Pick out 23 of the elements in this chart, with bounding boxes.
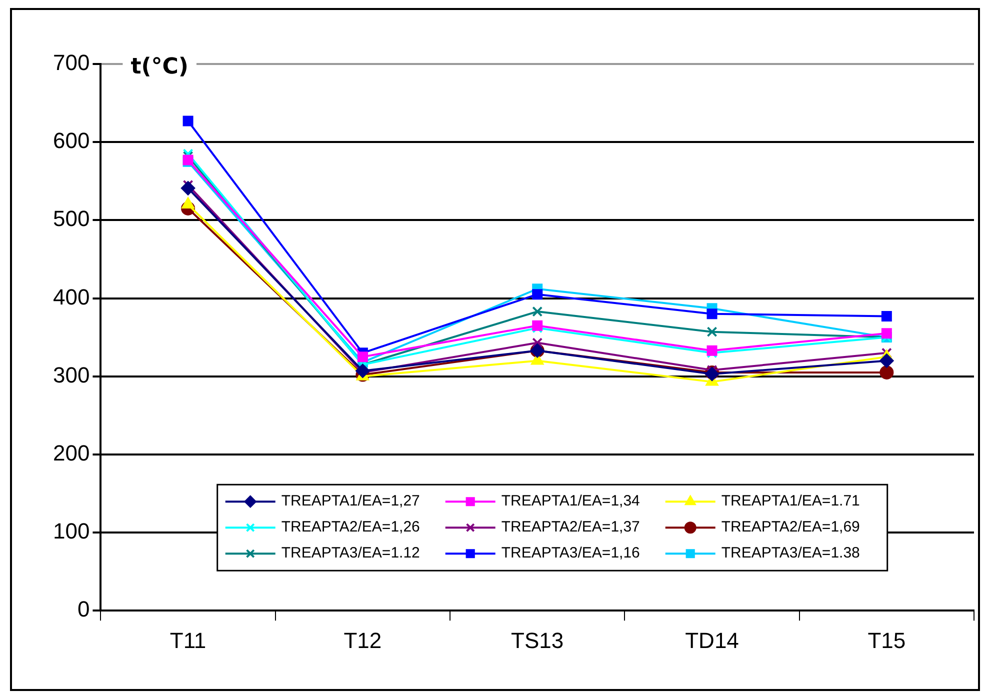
legend-label: TREAPTA3/EA=1.38 bbox=[721, 544, 860, 562]
x-tick-label: TD14 bbox=[685, 628, 739, 653]
y-tick-label: 400 bbox=[52, 284, 90, 310]
y-tick-label: 500 bbox=[52, 206, 90, 232]
x-tick-label: TS13 bbox=[511, 628, 564, 653]
x-tick-label: T12 bbox=[344, 628, 382, 653]
legend-label: TREAPTA2/EA=1,37 bbox=[501, 518, 640, 536]
y-tick-label: 100 bbox=[52, 518, 90, 544]
legend-label: TREAPTA2/EA=1,26 bbox=[281, 518, 420, 536]
legend-label: TREAPTA2/EA=1,69 bbox=[721, 518, 860, 536]
y-tick-label: 200 bbox=[52, 440, 90, 466]
y-axis-title: t(°C) bbox=[130, 54, 188, 80]
legend-label: TREAPTA1/EA=1.71 bbox=[721, 492, 860, 510]
legend-label: TREAPTA3/EA=1,16 bbox=[501, 544, 640, 562]
legend-label: TREAPTA3/EA=1.12 bbox=[281, 544, 420, 562]
y-tick-label: 700 bbox=[52, 50, 90, 76]
legend-label: TREAPTA1/EA=1,34 bbox=[501, 492, 640, 510]
x-tick-label: T11 bbox=[170, 628, 206, 653]
y-tick-label: 600 bbox=[52, 128, 90, 154]
y-tick-label: 300 bbox=[52, 362, 90, 388]
y-tick-label: 0 bbox=[77, 596, 90, 622]
x-tick-label: T15 bbox=[868, 628, 906, 653]
legend-label: TREAPTA1/EA=1,27 bbox=[281, 492, 420, 510]
